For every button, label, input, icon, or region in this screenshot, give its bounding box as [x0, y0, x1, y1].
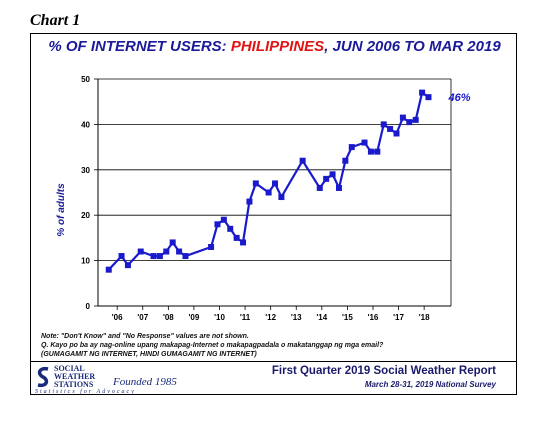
data-point [208, 243, 215, 250]
y-tick-label: 20 [81, 211, 90, 220]
data-point [214, 221, 221, 228]
title-part-2: , JUN 2006 TO MAR 2019 [324, 38, 501, 55]
footer: SOCIAL WEATHER STATIONS Founded 1985 Sta… [31, 361, 516, 395]
data-point [137, 248, 144, 255]
data-point [252, 180, 259, 187]
data-point [348, 144, 355, 151]
data-point [118, 253, 125, 260]
data-point [156, 253, 163, 260]
data-point [419, 89, 426, 96]
data-point [246, 198, 253, 205]
data-point [240, 239, 247, 246]
data-point [412, 116, 419, 123]
x-tick-label: '07 [137, 313, 148, 322]
x-tick-label: '08 [163, 313, 174, 322]
data-point [329, 171, 336, 178]
data-point [425, 94, 432, 101]
x-tick-label: '06 [112, 313, 123, 322]
y-tick-label: 0 [86, 302, 91, 311]
x-tick-label: '17 [393, 313, 404, 322]
x-tick-label: '13 [291, 313, 302, 322]
data-point [380, 121, 387, 128]
note-answer-options: (GUMAGAMIT NG INTERNET, HINDI GUMAGAMIT … [41, 351, 257, 358]
logo-line-3: STATIONS [54, 380, 94, 389]
data-point [182, 253, 189, 260]
line-chart: 0 10 20 30 40 50 '06 '07 '08 '09 '10 '11 '12 '13 '14 '1… [56, 75, 471, 322]
data-point [316, 184, 323, 191]
title-highlight: PHILIPPINES [230, 38, 325, 55]
data-point [323, 175, 330, 182]
data-point [406, 119, 413, 126]
end-value-label: 46% [447, 92, 470, 104]
sws-logo-mark-icon [37, 366, 49, 388]
x-tick-label: '09 [189, 313, 200, 322]
data-point [124, 262, 131, 269]
data-point [265, 189, 272, 196]
data-point [335, 184, 342, 191]
sws-logo: SOCIAL WEATHER STATIONS Founded 1985 Sta… [35, 365, 205, 396]
grid-layer [98, 78, 451, 262]
data-point [176, 248, 183, 255]
data-point [367, 148, 374, 155]
chart-number-label: Chart 1 [30, 12, 81, 29]
x-tick-label: '12 [265, 313, 276, 322]
x-tick-label: '16 [368, 313, 379, 322]
data-point [220, 216, 227, 223]
data-point [374, 148, 381, 155]
data-point [387, 125, 394, 132]
data-point [399, 114, 406, 121]
series-layer: 46% [105, 89, 471, 273]
data-point [169, 239, 176, 246]
y-axis-title: % of adults [56, 183, 67, 237]
logo-founded: Founded 1985 [113, 376, 177, 388]
data-point [233, 234, 240, 241]
logo-wordmark: SOCIAL WEATHER STATIONS [54, 365, 95, 389]
y-tick-label: 40 [81, 120, 90, 129]
data-point [163, 248, 170, 255]
x-tick-label: '18 [419, 313, 430, 322]
report-subtitle: March 28-31, 2019 National Survey [364, 380, 496, 389]
logo-line-1: SOCIAL [54, 364, 85, 373]
logo-line-2: WEATHER [54, 372, 96, 381]
axis-layer: 0 10 20 30 40 50 '06 '07 '08 '09 '10 '11 '12 '13 '14 '1… [81, 75, 452, 322]
y-tick-label: 50 [81, 75, 90, 84]
data-point [299, 157, 306, 164]
y-tick-label: 30 [81, 166, 90, 175]
logo-tagline: Statistics for Advocacy [35, 389, 136, 395]
data-point [150, 253, 157, 260]
chart-frame: % OF INTERNET USERS: PHILIPPINES, JUN 20… [30, 33, 517, 395]
title-part-1: % OF INTERNET USERS: [48, 38, 231, 55]
note-question: Q. Kayo po ba ay nag-online upang makapa… [41, 342, 384, 349]
data-point [361, 139, 368, 146]
data-point [227, 225, 234, 232]
x-tick-label: '10 [214, 313, 225, 322]
series-line [107, 91, 430, 271]
data-point [278, 194, 285, 201]
x-tick-label: '15 [342, 313, 353, 322]
x-tick-label: '14 [316, 313, 327, 322]
y-tick-label: 10 [81, 257, 90, 266]
data-point [105, 266, 112, 273]
x-tick-label: '11 [240, 313, 251, 322]
data-point [342, 157, 349, 164]
chart-title: % OF INTERNET USERS: PHILIPPINES, JUN 20… [31, 38, 518, 55]
note-dont-know: Note: "Don't Know" and "No Response" val… [41, 333, 249, 340]
data-point [393, 130, 400, 137]
report-title: First Quarter 2019 Social Weather Report [271, 365, 496, 377]
data-point [272, 180, 279, 187]
